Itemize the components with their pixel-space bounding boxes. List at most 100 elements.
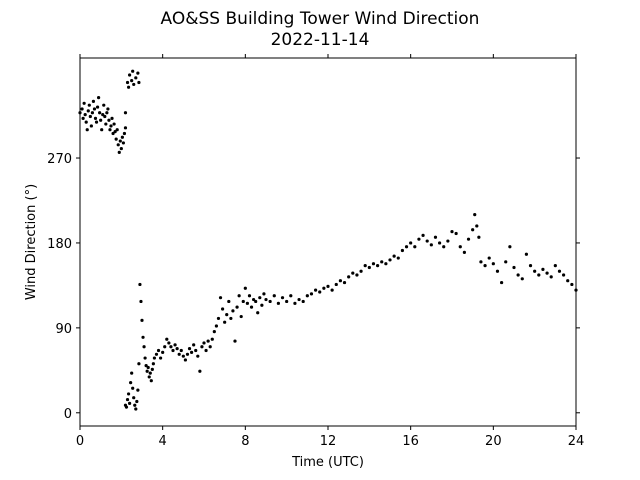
data-point [239,314,243,319]
data-point [109,124,113,128]
data-point [151,362,155,366]
data-point [138,282,142,287]
data-point [429,243,433,247]
data-point [210,337,214,341]
data-point [89,124,93,128]
data-point [112,122,116,126]
data-point [124,405,129,409]
data-point [134,407,138,411]
data-point [471,228,475,232]
data-point [144,364,148,368]
x-tick-label: 8 [241,434,249,449]
data-point [450,230,454,234]
x-axis-ticks: 0 4 8 12 16 20 24 [76,54,584,449]
x-tick-label: 20 [485,434,502,449]
data-point [95,105,100,109]
data-point [131,69,135,73]
data-point [462,250,466,254]
data-point [111,131,115,136]
data-point [83,113,87,117]
data-point [223,320,227,324]
data-point [97,96,101,100]
data-point [363,263,367,268]
data-point [359,269,363,273]
data-point [214,324,218,328]
data-point [272,294,276,298]
data-point [537,273,541,277]
data-point [355,273,359,277]
data-point [130,371,134,375]
x-tick-label: 4 [159,434,167,449]
data-point [338,279,342,283]
data-point [309,292,314,296]
data-point [297,297,301,302]
data-point [289,294,293,298]
data-point [198,369,202,373]
data-point [202,341,206,345]
data-point [120,135,124,139]
data-point [94,120,99,124]
y-tick-label: 90 [55,322,72,337]
data-point [106,107,110,111]
plot-frame [79,57,577,427]
data-point [126,85,131,89]
data-point [91,99,96,104]
data-point [487,256,491,260]
data-point [280,296,285,300]
x-tick-label: 0 [76,434,84,449]
data-points [78,69,578,411]
data-point [129,380,133,385]
data-point [103,114,107,119]
data-point [566,279,570,283]
data-point [388,258,392,262]
data-point [446,239,450,243]
data-point [116,143,120,147]
data-point [159,356,163,360]
data-point [392,254,396,258]
y-tick-label: 270 [47,152,72,167]
data-point [190,350,194,354]
data-point [342,280,347,285]
data-point [212,330,216,334]
data-point [520,277,524,281]
data-point [508,245,512,249]
data-point [115,128,119,132]
x-tick-label: 24 [568,434,585,449]
data-point [85,128,89,132]
data-point [314,288,318,292]
data-point [491,262,495,266]
data-point [175,347,179,351]
data-point [421,233,425,237]
data-point [396,256,400,260]
data-point [322,286,326,290]
data-point [466,237,471,241]
data-point [192,343,196,347]
data-point [318,290,322,294]
y-axis-label: Wind Direction (°) [24,184,39,300]
data-point [330,288,334,292]
data-point [146,365,150,370]
data-point [305,294,309,298]
data-point [101,113,105,117]
data-point [231,309,235,313]
x-tick-label: 12 [320,434,337,449]
data-point [500,280,504,285]
data-point [413,245,417,249]
data-point [473,213,477,217]
data-point [260,303,264,307]
y-axis-ticks: 0 90 180 270 [47,152,580,422]
data-point [145,369,149,373]
data-point [183,358,187,362]
data-point [86,109,90,113]
data-point [105,111,109,115]
data-point [128,401,132,405]
data-point [258,296,262,300]
data-point [119,146,123,151]
data-point [104,122,108,126]
data-point [237,294,241,298]
data-point [483,263,487,268]
data-point [458,245,462,249]
data-point [454,231,458,236]
data-point [165,337,169,341]
data-point [177,352,181,356]
